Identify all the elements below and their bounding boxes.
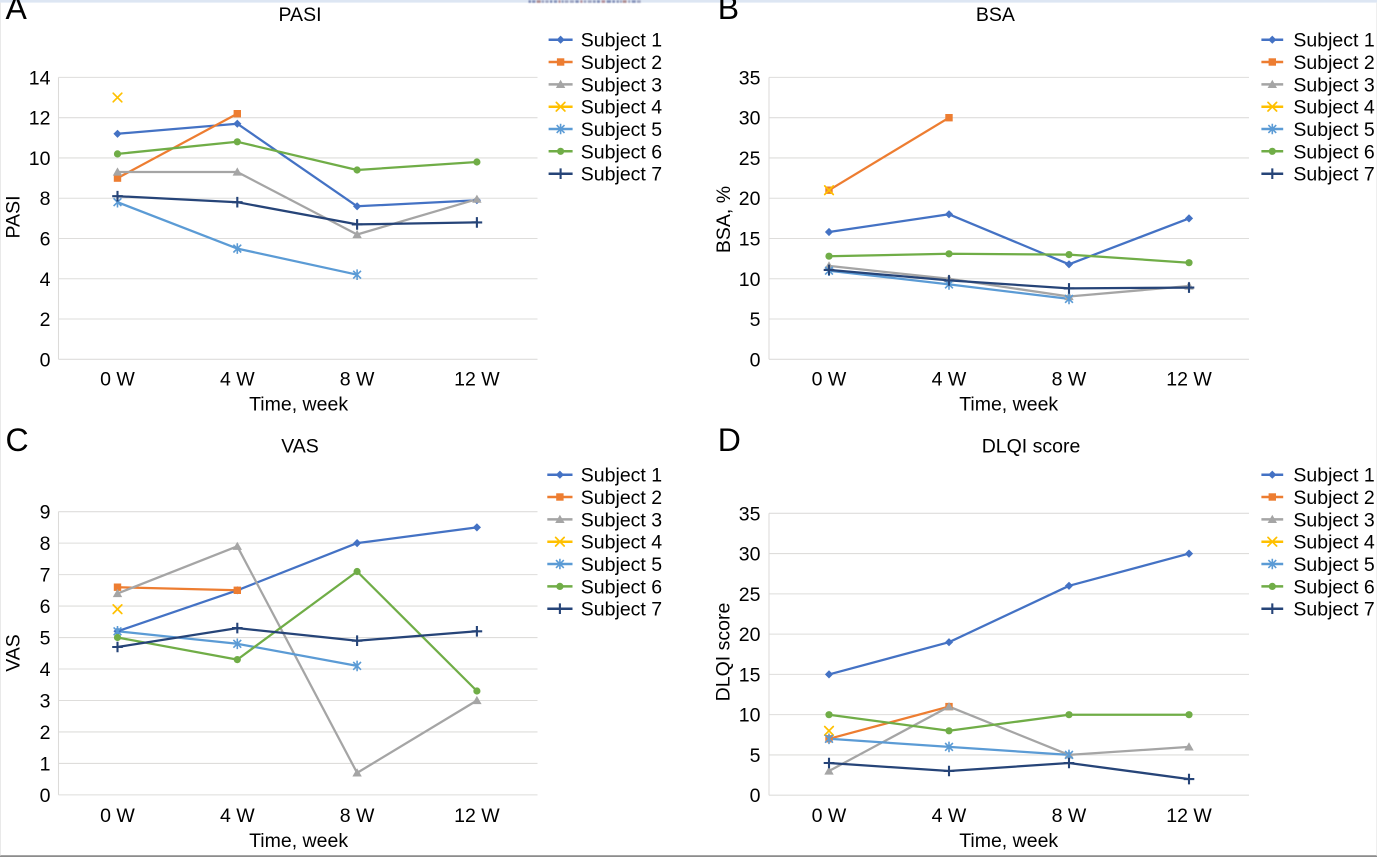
svg-text:1: 1 — [40, 753, 51, 775]
svg-text:4 W: 4 W — [932, 805, 967, 827]
svg-text:4 W: 4 W — [932, 369, 967, 391]
svg-text:0: 0 — [750, 349, 761, 371]
svg-text:8 W: 8 W — [1052, 805, 1087, 827]
svg-text:DLQI score: DLQI score — [713, 603, 735, 702]
svg-text:Subject 4: Subject 4 — [581, 97, 662, 119]
svg-text:BSA: BSA — [976, 4, 1015, 26]
svg-text:B: B — [718, 0, 739, 26]
svg-text:Subject 3: Subject 3 — [1293, 74, 1374, 96]
svg-text:A: A — [6, 0, 28, 26]
svg-text:35: 35 — [739, 67, 761, 89]
svg-text:0 W: 0 W — [100, 369, 135, 391]
svg-text:VAS: VAS — [281, 436, 319, 458]
svg-text:Subject 7: Subject 7 — [1293, 599, 1374, 621]
svg-text:Subject 5: Subject 5 — [1293, 554, 1374, 576]
svg-text:Subject 1: Subject 1 — [1293, 30, 1374, 52]
svg-text:5: 5 — [750, 309, 761, 331]
svg-text:Subject 6: Subject 6 — [1293, 576, 1374, 598]
svg-text:0: 0 — [40, 785, 51, 807]
svg-text:5: 5 — [750, 745, 761, 767]
svg-text:8 W: 8 W — [340, 805, 375, 827]
svg-text:PASI: PASI — [3, 196, 25, 239]
svg-text:Subject 7: Subject 7 — [1293, 164, 1374, 186]
svg-text:2: 2 — [40, 722, 51, 744]
svg-text:Subject 6: Subject 6 — [581, 141, 662, 163]
svg-text:Time, week: Time, week — [959, 830, 1058, 852]
svg-text:12 W: 12 W — [1166, 805, 1212, 827]
svg-text:4 W: 4 W — [220, 369, 255, 391]
svg-text:0 W: 0 W — [812, 805, 847, 827]
svg-text:VAS: VAS — [3, 634, 25, 672]
svg-text:25: 25 — [739, 584, 761, 606]
svg-text:Subject 3: Subject 3 — [1293, 509, 1374, 531]
svg-text:Subject 1: Subject 1 — [581, 465, 662, 487]
svg-text:Subject 2: Subject 2 — [581, 487, 662, 509]
svg-text:6: 6 — [40, 229, 51, 251]
svg-text:PASI: PASI — [279, 4, 322, 26]
svg-text:Subject 6: Subject 6 — [1293, 141, 1374, 163]
svg-text:BSA, %: BSA, % — [713, 186, 735, 253]
svg-text:20: 20 — [739, 624, 761, 646]
svg-text:12 W: 12 W — [1166, 369, 1212, 391]
svg-text:Subject 7: Subject 7 — [581, 599, 662, 621]
svg-text:Time, week: Time, week — [249, 393, 348, 415]
svg-text:4: 4 — [40, 269, 51, 291]
svg-text:Subject 5: Subject 5 — [581, 554, 662, 576]
svg-text:10: 10 — [29, 148, 51, 170]
svg-text:DLQI score: DLQI score — [982, 436, 1081, 458]
svg-text:Subject 4: Subject 4 — [581, 532, 662, 554]
svg-text:10: 10 — [739, 705, 761, 727]
svg-text:0: 0 — [750, 785, 761, 807]
svg-text:25: 25 — [739, 148, 761, 170]
svg-text:7: 7 — [40, 565, 51, 587]
svg-text:2: 2 — [40, 309, 51, 331]
svg-text:D: D — [718, 422, 741, 458]
svg-text:3: 3 — [40, 691, 51, 713]
svg-text:30: 30 — [739, 544, 761, 566]
svg-text:30: 30 — [739, 108, 761, 130]
svg-text:Subject 2: Subject 2 — [581, 52, 662, 74]
svg-text:8 W: 8 W — [1052, 369, 1087, 391]
svg-text:0: 0 — [40, 349, 51, 371]
svg-text:Subject 1: Subject 1 — [581, 30, 662, 52]
svg-text:12 W: 12 W — [454, 369, 500, 391]
svg-text:Subject 4: Subject 4 — [1293, 97, 1374, 119]
svg-text:Time, week: Time, week — [249, 830, 348, 852]
svg-text:0 W: 0 W — [100, 805, 135, 827]
svg-text:15: 15 — [739, 229, 761, 251]
svg-text:Time, week: Time, week — [959, 393, 1058, 415]
svg-text:6: 6 — [40, 596, 51, 618]
svg-text:Subject 4: Subject 4 — [1293, 532, 1374, 554]
svg-text:12: 12 — [29, 108, 51, 130]
svg-text:20: 20 — [739, 188, 761, 210]
svg-text:14: 14 — [29, 67, 51, 89]
svg-text:8 W: 8 W — [340, 369, 375, 391]
svg-text:Subject 2: Subject 2 — [1293, 487, 1374, 509]
svg-text:Subject 1: Subject 1 — [1293, 465, 1374, 487]
svg-text:35: 35 — [739, 503, 761, 525]
svg-text:Subject 3: Subject 3 — [581, 509, 662, 531]
svg-text:Subject 2: Subject 2 — [1293, 52, 1374, 74]
svg-text:8: 8 — [40, 533, 51, 555]
svg-text:Subject 6: Subject 6 — [581, 576, 662, 598]
svg-text:C: C — [6, 422, 29, 458]
svg-text:10: 10 — [739, 269, 761, 291]
svg-text:15: 15 — [739, 664, 761, 686]
svg-text:9: 9 — [40, 502, 51, 524]
svg-text:Subject 3: Subject 3 — [581, 74, 662, 96]
svg-text:0 W: 0 W — [812, 369, 847, 391]
svg-text:Subject 7: Subject 7 — [581, 164, 662, 186]
svg-text:8: 8 — [40, 188, 51, 210]
svg-text:Subject 5: Subject 5 — [1293, 119, 1374, 141]
svg-text:4: 4 — [40, 659, 51, 681]
svg-text:12 W: 12 W — [454, 805, 500, 827]
svg-text:Subject 5: Subject 5 — [581, 119, 662, 141]
svg-text:5: 5 — [40, 628, 51, 650]
svg-text:4 W: 4 W — [220, 805, 255, 827]
